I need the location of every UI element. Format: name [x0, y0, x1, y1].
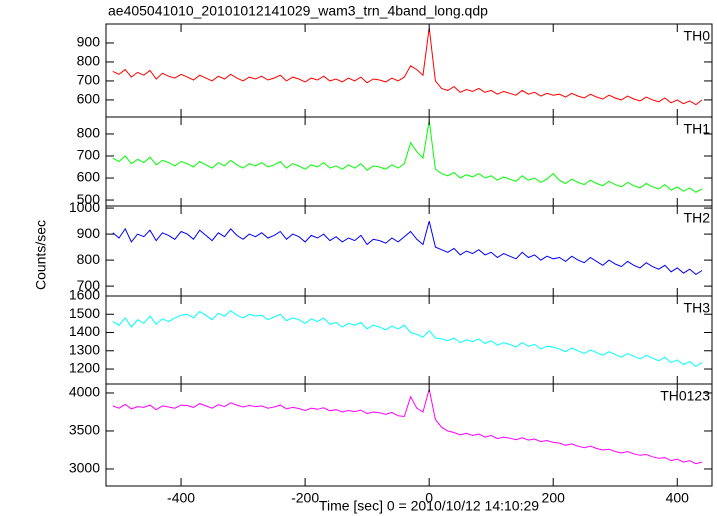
y-tick-label: 900 [77, 225, 101, 241]
x-tick-label: 200 [542, 490, 566, 506]
x-tick-label: -400 [167, 490, 195, 506]
panel-label: TH2 [684, 210, 711, 226]
y-tick-label: 1000 [69, 199, 100, 215]
y-tick-label: 600 [77, 91, 101, 107]
data-line [112, 389, 703, 465]
panel-frame [105, 383, 713, 487]
y-tick-label: 800 [77, 53, 101, 69]
y-tick-label: 500 [77, 191, 101, 207]
data-line [112, 309, 703, 367]
x-tick-label: 0 [425, 490, 433, 506]
y-tick-label: 700 [77, 147, 101, 163]
panel-label: TH3 [684, 300, 711, 316]
panel-frame [105, 116, 713, 207]
y-tick-label: 700 [77, 277, 101, 293]
y-tick-label: 4000 [69, 384, 100, 400]
data-line [112, 27, 703, 106]
x-tick-label: 400 [666, 490, 690, 506]
panel-frame [105, 23, 713, 118]
x-tick-label: -200 [291, 490, 319, 506]
y-tick-label: 1600 [69, 287, 100, 303]
y-tick-label: 1500 [69, 305, 100, 321]
y-tick-label: 3000 [69, 460, 100, 476]
panel-label: TH0123 [660, 388, 710, 404]
y-tick-label: 900 [77, 34, 101, 50]
panel-frame [105, 295, 713, 385]
x-axis-label: Time [sec] 0 = 2010/10/12 14:10:29 [319, 498, 539, 514]
data-line [112, 120, 703, 193]
y-tick-label: 1400 [69, 323, 100, 339]
data-line [112, 220, 703, 276]
y-tick-label: 3500 [69, 422, 100, 438]
chart-title: ae405041010_20101012141029_wam3_trn_4ban… [108, 3, 488, 19]
y-tick-label: 600 [77, 169, 101, 185]
y-tick-label: 1300 [69, 341, 100, 357]
panel-frame [105, 205, 713, 297]
y-tick-label: 800 [77, 125, 101, 141]
y-tick-label: 1200 [69, 360, 100, 376]
panel-label: TH0 [684, 28, 711, 44]
panel-label: TH1 [684, 121, 711, 137]
y-tick-label: 800 [77, 251, 101, 267]
y-axis-label: Counts/sec [33, 220, 49, 290]
y-tick-label: 700 [77, 72, 101, 88]
